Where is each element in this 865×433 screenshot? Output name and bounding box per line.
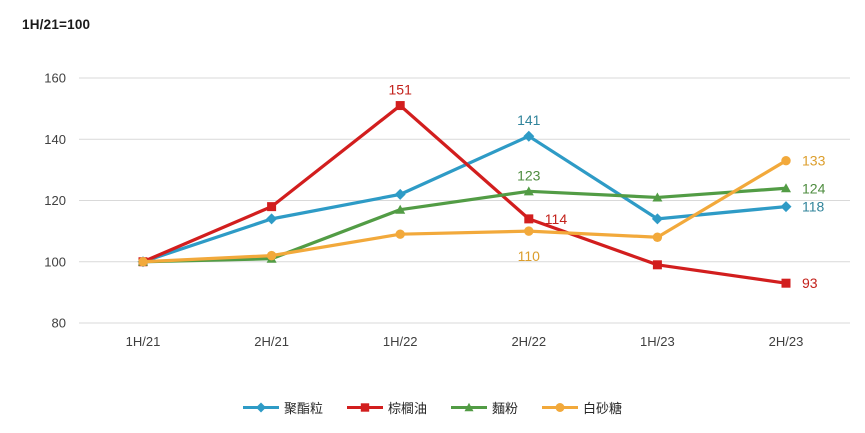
marker-棕櫚油-3 [524, 214, 534, 224]
data-label-白砂糖-133: 133 [802, 153, 826, 169]
marker-麵粉-2 [395, 204, 406, 214]
chart-title: 1H/21=100 [22, 17, 91, 32]
marker-麵粉-4 [652, 192, 663, 202]
marker-白砂糖-3 [524, 226, 534, 236]
data-label-棕櫚油-114: 114 [545, 211, 568, 227]
legend-label-聚酯粒: 聚酯粒 [283, 401, 323, 416]
data-label-麵粉-124: 124 [802, 180, 826, 196]
marker-棕櫚油-5 [781, 278, 791, 288]
marker-棕櫚油-1 [267, 202, 277, 212]
legend-circle-marker-icon [542, 403, 579, 412]
legend-label-棕櫚油: 棕櫚油 [387, 401, 427, 416]
legend-item-白砂糖: 白砂糖 [542, 398, 622, 417]
marker-麵粉-3 [523, 186, 534, 196]
marker-聚酯粒-3 [523, 130, 535, 142]
y-tick-100: 100 [44, 254, 66, 269]
marker-聚酯粒-2 [394, 188, 406, 200]
marker-白砂糖-2 [395, 229, 405, 239]
series-line-聚酯粒 [141, 134, 788, 264]
marker-聚酯粒-1 [266, 213, 278, 225]
legend-square-marker-icon [346, 403, 383, 412]
data-label-麵粉-123: 123 [517, 167, 541, 183]
data-label-棕櫚油-93: 93 [802, 275, 818, 291]
marker-棕櫚油-2 [395, 101, 405, 111]
legend-item-聚酯粒: 聚酯粒 [242, 398, 323, 417]
y-tick-120: 120 [44, 193, 66, 208]
marker-麵粉-5 [781, 183, 791, 193]
x-tick-2H/21: 2H/21 [254, 334, 289, 349]
legend: 聚酯粒 棕櫚油 麵粉 白砂糖 [0, 398, 865, 417]
marker-白砂糖-0 [138, 257, 148, 267]
marker-白砂糖-5 [781, 155, 791, 166]
x-tick-1H/22: 1H/22 [383, 334, 418, 349]
x-tick-1H/21: 1H/21 [126, 334, 161, 349]
marker-聚酯粒-5 [780, 201, 792, 213]
plot-area: 80 100 120 140 160 1H/21 2H/21 1H/22 2H/22 1H/23 2… [44, 71, 850, 349]
marker-白砂糖-4 [652, 232, 663, 242]
data-label-白砂糖-110: 110 [518, 248, 541, 264]
x-tick-2H/22: 2H/22 [511, 334, 546, 349]
y-tick-140: 140 [44, 132, 66, 147]
x-tick-2H/23: 2H/23 [769, 334, 804, 349]
y-tick-160: 160 [44, 71, 66, 86]
series-line-棕櫚油 [141, 103, 788, 285]
data-label-棕櫚油-151: 151 [389, 82, 413, 98]
x-tick-1H/23: 1H/23 [640, 334, 675, 349]
series-line-白砂糖 [141, 159, 788, 264]
legend-label-麵粉: 麵粉 [492, 401, 519, 416]
legend-item-棕櫚油: 棕櫚油 [346, 398, 427, 417]
data-label-聚酯粒-141: 141 [517, 112, 541, 128]
marker-棕櫚油-4 [652, 260, 662, 270]
legend-item-麵粉: 麵粉 [451, 398, 518, 417]
legend-label-白砂糖: 白砂糖 [583, 401, 623, 416]
legend-diamond-marker-icon [242, 402, 279, 413]
legend-triangle-marker-icon [451, 402, 487, 412]
marker-聚酯粒-4 [651, 213, 663, 225]
data-label-聚酯粒-118: 118 [802, 199, 825, 215]
y-tick-80: 80 [52, 316, 66, 331]
marker-白砂糖-1 [266, 250, 277, 261]
series-line-麵粉 [141, 186, 788, 264]
